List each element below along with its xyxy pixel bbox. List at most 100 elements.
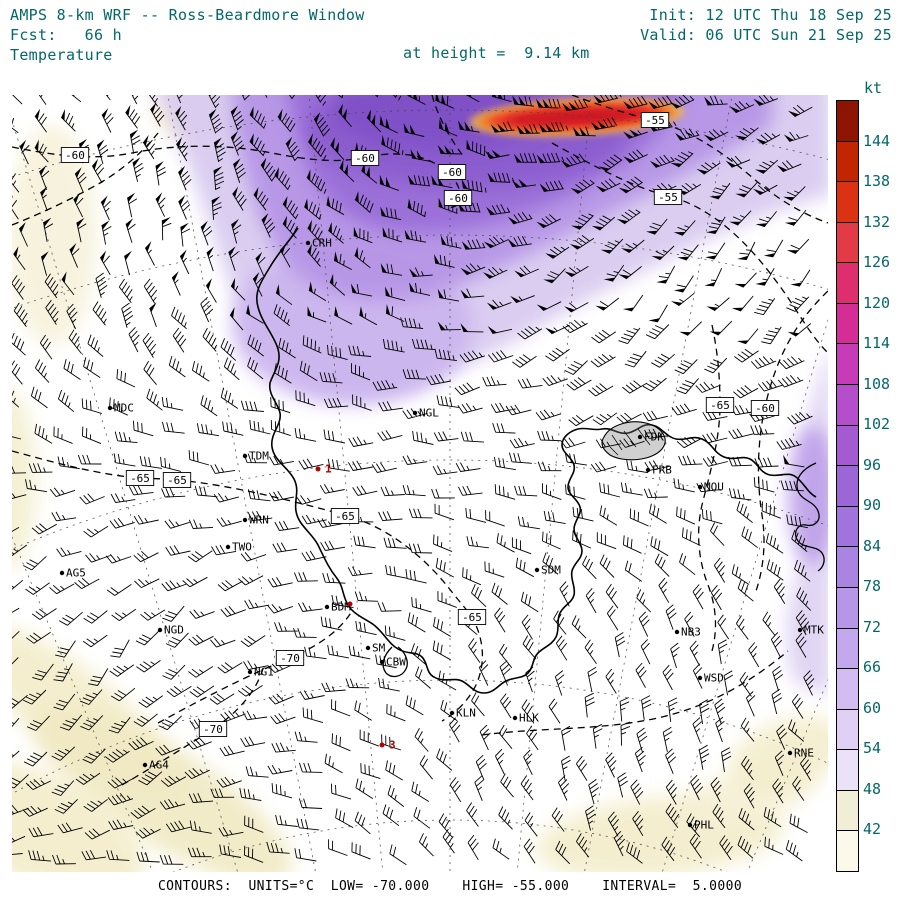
svg-text:-55: -55 bbox=[645, 114, 665, 127]
svg-text:-65: -65 bbox=[335, 510, 355, 523]
contour-label: -65 bbox=[705, 397, 735, 413]
contour-label: -60 bbox=[443, 190, 473, 206]
svg-text:-65: -65 bbox=[710, 399, 730, 412]
contour-label: -60 bbox=[437, 164, 467, 180]
station-label: KLN bbox=[456, 707, 476, 720]
contour-label: -65 bbox=[457, 609, 487, 625]
station-marker: WRN bbox=[242, 514, 269, 527]
valid-time: Valid: 06 UTC Sun 21 Sep 25 bbox=[640, 26, 892, 44]
svg-text:-60: -60 bbox=[65, 149, 85, 162]
contour-label: -60 bbox=[750, 400, 780, 416]
shading-region bbox=[507, 109, 647, 125]
svg-text:-60: -60 bbox=[448, 192, 468, 205]
station-marker: NGD bbox=[157, 624, 184, 637]
svg-text:-65: -65 bbox=[167, 474, 187, 487]
station-marker: NG1 bbox=[247, 666, 274, 679]
svg-text:3: 3 bbox=[389, 739, 396, 752]
svg-text:-55: -55 bbox=[658, 191, 678, 204]
height-label: at height = 9.14 km bbox=[403, 44, 590, 62]
station-marker: AG5 bbox=[59, 567, 86, 580]
station-marker: NGL bbox=[412, 407, 439, 420]
colorbar-segment bbox=[837, 263, 858, 304]
svg-text:-60: -60 bbox=[442, 166, 462, 179]
temperature-contours bbox=[12, 95, 828, 786]
station-label: SM bbox=[372, 642, 386, 655]
station-label: WRN bbox=[249, 514, 269, 527]
field-name: Temperature bbox=[10, 46, 113, 64]
station-label: AG5 bbox=[66, 567, 86, 580]
colorbar-tick: 96 bbox=[863, 455, 882, 474]
station-label: MDC bbox=[114, 402, 134, 415]
contour-label: -65 bbox=[162, 472, 192, 488]
station-marker: AG4 bbox=[142, 759, 169, 772]
station-marker: RNE bbox=[787, 747, 814, 760]
station-label: TWO bbox=[232, 541, 252, 554]
colorbar-tick: 66 bbox=[863, 658, 882, 677]
shading-region bbox=[12, 761, 145, 872]
svg-text:-65: -65 bbox=[130, 472, 150, 485]
station-marker: KLN bbox=[449, 707, 476, 720]
station-label: FDK bbox=[644, 431, 664, 444]
colorbar-tick: 144 bbox=[863, 131, 891, 150]
colorbar-tick: 102 bbox=[863, 415, 891, 434]
station-marker: MOU bbox=[697, 481, 724, 494]
model-title: AMPS 8-km WRF -- Ross-Beardmore Window bbox=[10, 6, 365, 24]
station-label: HLK bbox=[519, 712, 539, 725]
shading-region bbox=[32, 705, 292, 872]
aws-marker bbox=[347, 601, 353, 607]
station-label: MTK bbox=[804, 624, 824, 637]
colorbar-segment bbox=[837, 831, 858, 871]
svg-text:1: 1 bbox=[325, 463, 332, 476]
station-marker: TDM bbox=[242, 450, 269, 463]
svg-text:-65: -65 bbox=[462, 611, 482, 624]
colorbar-segment bbox=[837, 506, 858, 548]
station-marker: SM bbox=[365, 642, 386, 655]
init-time: Init: 12 UTC Thu 18 Sep 25 bbox=[649, 6, 892, 24]
colorbar-segment bbox=[837, 669, 858, 710]
svg-text:-70: -70 bbox=[280, 652, 300, 665]
colorbar-segment bbox=[837, 182, 858, 223]
colorbar-tick: 72 bbox=[863, 617, 882, 636]
station-marker: SDM bbox=[534, 564, 561, 577]
station-label: SDM bbox=[541, 564, 561, 577]
contour-label: -70 bbox=[198, 721, 228, 737]
colorbar-tick: 42 bbox=[863, 820, 882, 839]
station-label: BDM bbox=[331, 601, 351, 614]
station-marker: BDM bbox=[324, 601, 351, 614]
contour-label: -55 bbox=[640, 112, 670, 128]
station-label: NB3 bbox=[681, 626, 701, 639]
station-label: CRH bbox=[312, 237, 332, 250]
contour-label: -60 bbox=[60, 147, 90, 163]
station-marker: CBW bbox=[379, 656, 406, 669]
colorbar-tick: 138 bbox=[863, 172, 891, 191]
forecast-hour: Fcst: 66 h bbox=[10, 26, 122, 44]
colorbar-segment bbox=[837, 141, 858, 183]
station-marker: FDK bbox=[637, 431, 664, 444]
colorbar-tick: 54 bbox=[863, 739, 882, 758]
shading-region bbox=[788, 425, 828, 565]
svg-text:-60: -60 bbox=[755, 402, 775, 415]
aws-marker: 1 bbox=[315, 463, 332, 476]
station-marker: WSD bbox=[697, 672, 724, 685]
shading-region bbox=[729, 716, 828, 794]
station-marker: MTK bbox=[797, 624, 824, 637]
colorbar-tick: 120 bbox=[863, 293, 891, 312]
colorbar-segment bbox=[837, 425, 858, 467]
wind-barbs bbox=[12, 95, 815, 866]
colorbar-segment bbox=[837, 466, 858, 507]
station-label: PHL bbox=[694, 819, 714, 832]
contour-label: -60 bbox=[350, 150, 380, 166]
colorbar-segment bbox=[837, 385, 858, 426]
station-marker: TWO bbox=[225, 541, 252, 554]
shading-region bbox=[12, 125, 97, 345]
svg-text:-60: -60 bbox=[355, 152, 375, 165]
station-marker: CRH bbox=[305, 237, 332, 250]
colorbar-segment bbox=[837, 547, 858, 588]
contour-label: -65 bbox=[125, 470, 155, 486]
station-label: AG4 bbox=[149, 759, 169, 772]
station-label: NGL bbox=[419, 407, 439, 420]
colorbar-segment bbox=[837, 303, 858, 345]
colorbar-tick: 114 bbox=[863, 334, 891, 353]
colorbar-segment bbox=[837, 587, 858, 629]
colorbar-tick: 108 bbox=[863, 374, 891, 393]
